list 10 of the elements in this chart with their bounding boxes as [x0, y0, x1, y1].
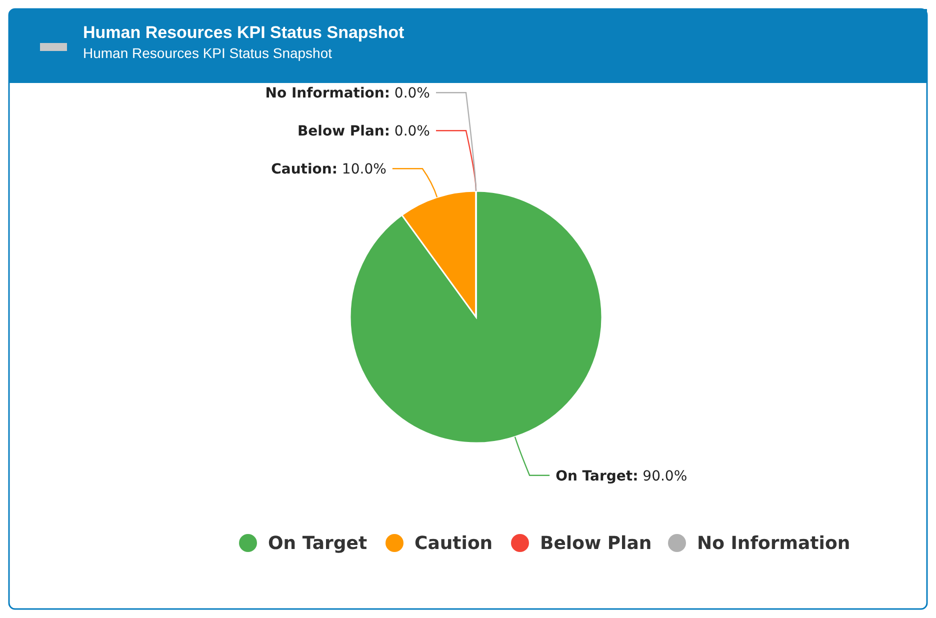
text: No Information: 0.0%	[265, 86, 430, 102]
legend-label: Caution	[414, 533, 493, 554]
legend-label: On Target	[268, 533, 368, 554]
data-label: On Target: 90.0%	[556, 468, 688, 484]
legend-label: Below Plan	[540, 533, 652, 554]
chart-title: Human Resources KPI Status Snapshot	[83, 23, 405, 42]
legend-label: No Information	[697, 533, 850, 554]
text: Below Plan: 0.0%	[298, 124, 430, 140]
chart-subtitle: Human Resources KPI Status Snapshot	[83, 45, 332, 61]
data-label: Caution: 10.0%	[271, 162, 386, 178]
